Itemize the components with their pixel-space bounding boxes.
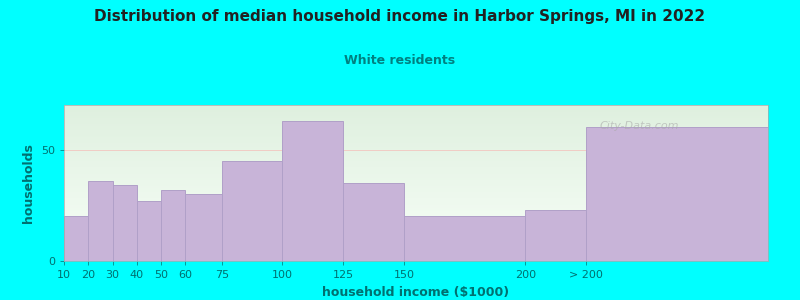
Text: City-Data.com: City-Data.com [599,121,678,130]
Bar [222,161,282,261]
Text: Distribution of median household income in Harbor Springs, MI in 2022: Distribution of median household income … [94,9,706,24]
Bar [186,194,222,261]
X-axis label: household income ($1000): household income ($1000) [322,286,510,298]
Text: White residents: White residents [345,54,455,67]
Bar [64,216,88,261]
Bar [282,121,343,261]
Y-axis label: households: households [22,143,35,223]
Bar [137,201,161,261]
Bar [113,185,137,261]
Bar [88,181,113,261]
Bar [343,183,404,261]
Bar [161,190,186,261]
Bar [586,127,768,261]
Bar [526,210,586,261]
Bar [404,216,526,261]
